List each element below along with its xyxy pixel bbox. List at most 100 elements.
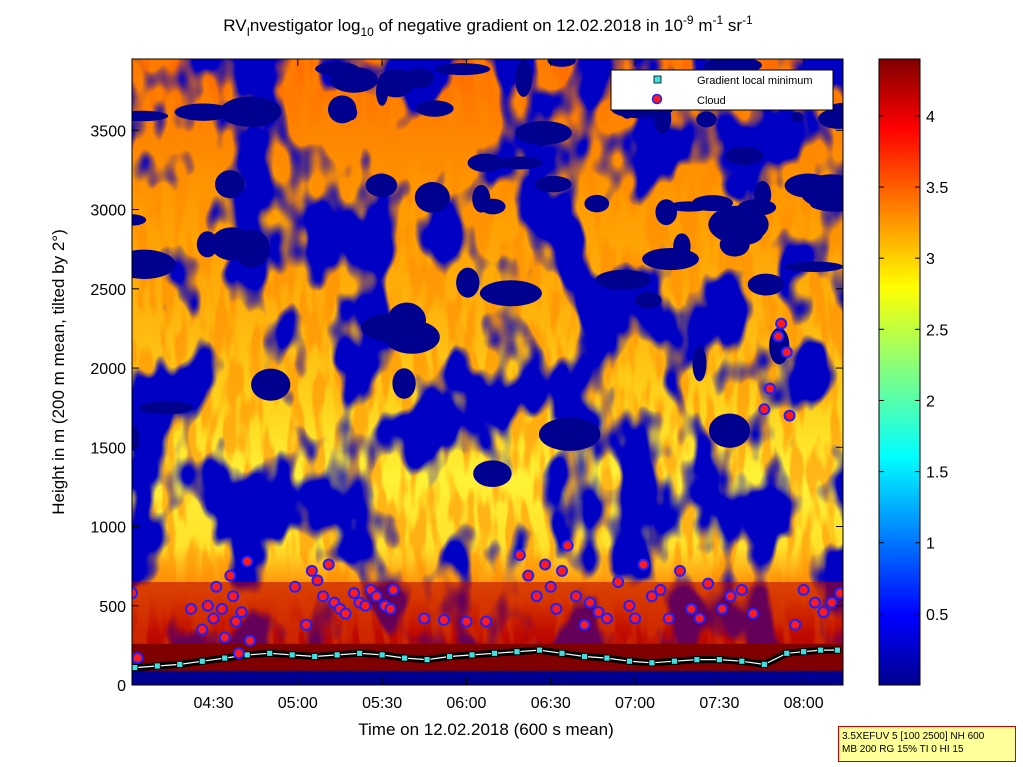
colorbar-tick-label: 4 <box>926 109 935 126</box>
clear-air-patch <box>434 63 491 76</box>
gradient-minimum-point <box>491 649 498 657</box>
colorbar-tick-label: 1 <box>926 536 935 553</box>
legend-label-cloud: Cloud <box>697 95 726 107</box>
cloud-point <box>570 590 583 603</box>
cloud-point <box>600 612 613 625</box>
gradient-minimum-point <box>800 648 808 656</box>
x-tick-label: 06:00 <box>446 695 486 712</box>
cloud-point <box>480 615 493 628</box>
y-axis-label: Height in m (200 m mean, tilted by 2°) <box>49 229 68 515</box>
cloud-point <box>241 555 254 568</box>
colorbar-tick-label: 3 <box>926 251 935 268</box>
cloud-point <box>232 647 245 660</box>
cloud-point <box>623 599 636 612</box>
gradient-minimum-point <box>760 660 768 668</box>
legend-label-gradient-minimum: Gradient local minimum <box>697 75 813 87</box>
chart-title: RVInvestigator log10 of negative gradien… <box>223 13 753 39</box>
colorbar-ticks: 0.5 1 1.5 2 2.5 3 3.5 4 <box>879 109 948 624</box>
clear-air-patch <box>784 261 843 273</box>
gradient-minimum-point <box>513 648 521 656</box>
clear-air-patch <box>414 182 450 213</box>
colorbar-gradient <box>878 58 921 686</box>
clear-air-patch <box>479 280 542 307</box>
cloud-point <box>132 587 138 600</box>
gradient-minimum-point <box>423 656 431 664</box>
info-line-1: 3.5XEFUV 5 [100 2500] NH 600 <box>842 731 985 742</box>
gradient-minimum-point <box>221 654 229 662</box>
cloud-point <box>387 583 400 596</box>
gradient-minimum-point <box>333 651 341 659</box>
gradient-minimum-point <box>536 646 543 654</box>
cloud-point <box>693 612 706 625</box>
heatmap-field <box>132 59 843 685</box>
gradient-minimum-point <box>288 651 296 659</box>
colorbar-tick-label: 1.5 <box>926 465 948 482</box>
gradient-minimum-point <box>198 657 206 665</box>
cloud-point <box>207 612 220 625</box>
x-tick-label: 05:00 <box>278 695 318 712</box>
clear-air-patch <box>719 232 750 257</box>
clear-air-patch <box>708 413 751 448</box>
cloud-point <box>437 614 450 627</box>
clear-air-patch <box>818 108 843 129</box>
y-tick-label: 3500 <box>90 123 126 140</box>
cloud-point <box>322 558 335 571</box>
cloud-point <box>834 587 843 600</box>
cloud-point <box>747 607 760 620</box>
clear-air-patch <box>467 153 504 173</box>
x-tick-label: 06:30 <box>531 695 571 712</box>
marker-layer <box>132 317 843 672</box>
clear-air-patch <box>404 68 435 89</box>
clear-air-patch <box>642 247 699 271</box>
x-tick-label: 07:30 <box>699 695 739 712</box>
boundary-layer-band <box>132 581 843 685</box>
legend-square-icon <box>653 75 662 84</box>
gradient-minimum-point <box>176 660 184 668</box>
gradient-minimum-point <box>356 649 364 657</box>
cloud-point <box>370 590 383 603</box>
clear-air-patch <box>800 174 843 210</box>
cloud-point <box>825 596 838 609</box>
clear-air-patch <box>456 267 480 298</box>
cloud-point <box>244 634 257 647</box>
clear-air-patch <box>415 100 454 117</box>
clear-air-patch <box>515 59 533 97</box>
x-tick-label: 05:30 <box>362 695 402 712</box>
colorbar: 0.5 1 1.5 2 2.5 3 3.5 4 <box>878 58 948 686</box>
clear-air-patch <box>138 401 194 415</box>
cloud-point <box>339 607 352 620</box>
clear-air-patch <box>737 199 777 216</box>
clear-air-patch <box>725 146 764 166</box>
clear-air-patch <box>132 110 169 122</box>
clear-air-patch <box>251 368 291 401</box>
gradient-minimum-point <box>581 653 588 660</box>
colorbar-tick-label: 2 <box>926 393 935 410</box>
cloud-point <box>288 580 301 593</box>
x-axis-label: Time on 12.02.2018 (600 s mean) <box>358 720 613 739</box>
cloud-point <box>218 631 231 644</box>
info-box: 3.5XEFUV 5 [100 2500] NH 600 MB 200 RG 1… <box>838 726 1016 762</box>
gradient-minimum-point <box>648 659 656 667</box>
gradient-minimum-point <box>401 654 408 662</box>
gradient-minimum-point <box>468 651 476 659</box>
gradient-minimum-point <box>670 657 678 665</box>
cloud-point <box>724 590 737 603</box>
cloud-point <box>772 330 785 343</box>
cloud-point <box>522 569 535 582</box>
cloud-point <box>561 539 574 552</box>
cloud-point <box>196 623 209 636</box>
gradient-minimum-point <box>693 656 701 664</box>
clear-air-patch <box>327 95 357 124</box>
cloud-point <box>592 606 605 619</box>
cloud-point <box>235 606 248 619</box>
clear-air-patch <box>547 59 576 67</box>
gradient-minimum-point <box>153 662 161 670</box>
gradient-minimum-point <box>817 646 824 654</box>
cloud-point <box>817 606 830 619</box>
cloud-point <box>530 590 543 603</box>
clear-air-patch <box>538 417 601 451</box>
clear-air-patches <box>132 59 843 488</box>
clear-air-patch <box>196 231 218 258</box>
colorbar-tick-label: 0.5 <box>926 607 948 624</box>
